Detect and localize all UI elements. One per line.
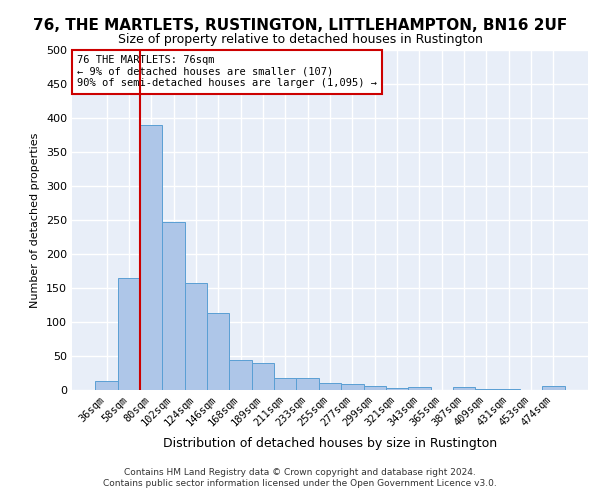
Bar [229,360,252,390]
Bar [163,222,185,390]
X-axis label: Distribution of detached houses by size in Rustington: Distribution of detached houses by size … [163,437,497,450]
Bar [542,386,565,390]
Bar [408,388,431,390]
Bar [140,125,163,390]
Bar [95,381,118,390]
Bar [118,278,140,390]
Text: 76 THE MARTLETS: 76sqm
← 9% of detached houses are smaller (107)
90% of semi-det: 76 THE MARTLETS: 76sqm ← 9% of detached … [77,55,377,88]
Bar [386,388,408,390]
Bar [341,384,364,390]
Bar [319,383,341,390]
Bar [364,386,386,390]
Bar [252,364,274,390]
Bar [274,378,296,390]
Bar [185,283,207,390]
Bar [296,378,319,390]
Y-axis label: Number of detached properties: Number of detached properties [31,132,40,308]
Bar [207,313,229,390]
Text: Size of property relative to detached houses in Rustington: Size of property relative to detached ho… [118,32,482,46]
Text: 76, THE MARTLETS, RUSTINGTON, LITTLEHAMPTON, BN16 2UF: 76, THE MARTLETS, RUSTINGTON, LITTLEHAMP… [33,18,567,32]
Bar [453,386,475,390]
Text: Contains HM Land Registry data © Crown copyright and database right 2024.
Contai: Contains HM Land Registry data © Crown c… [103,468,497,487]
